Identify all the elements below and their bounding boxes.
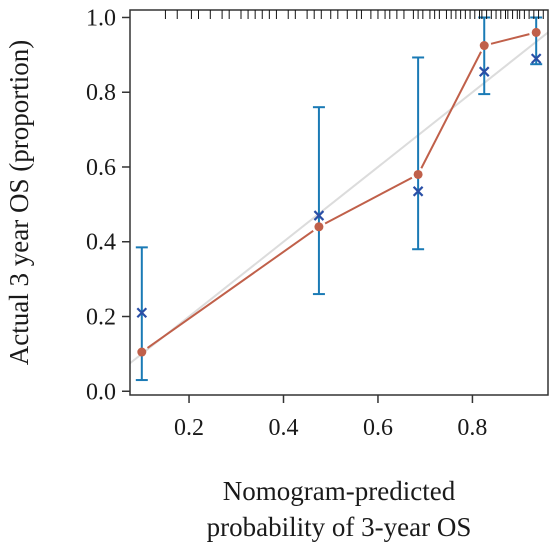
y-tick-label: 0.0 [86, 379, 116, 405]
plot-frame [129, 9, 549, 396]
observed-line-segment [324, 176, 413, 225]
y-axis-title: Actual 3 year OS (proportion) [4, 40, 34, 365]
y-tick-label: 0.4 [86, 230, 116, 256]
error-bar-group [530, 16, 543, 66]
error-bar-group [412, 56, 425, 251]
x-marker [313, 210, 325, 221]
ideal-reference-line [129, 31, 549, 365]
y-axis: 0.0 0.2 0.4 0.6 0.8 1.0 [86, 5, 130, 405]
x-marker [530, 53, 542, 64]
x-tick-label: 0.4 [269, 415, 299, 441]
x-axis: 0.2 0.4 0.6 0.8 [174, 395, 487, 441]
x-tick-label: 0.6 [363, 415, 393, 441]
x-axis-title-line-1: Nomogram-predicted [223, 476, 456, 506]
observed-line-segment [490, 33, 530, 45]
error-bar-group [312, 106, 325, 296]
x-axis-title-line-2: probability of 3-year OS [207, 512, 472, 542]
observed-line-segment [146, 230, 314, 349]
error-bar-group [478, 16, 491, 96]
y-tick-label: 0.2 [86, 305, 116, 331]
observed-point [314, 222, 324, 232]
rug-marks [164, 10, 544, 19]
observed-point [479, 41, 489, 51]
x-marker [478, 66, 490, 77]
y-tick-label: 0.6 [86, 155, 116, 181]
x-marker [136, 307, 148, 319]
plot-area [129, 16, 549, 382]
observed-point [137, 347, 147, 357]
observed-point [531, 27, 541, 37]
observed-line-segment [420, 51, 482, 169]
x-tick-label: 0.2 [174, 415, 204, 441]
y-tick-label: 1.0 [86, 5, 116, 31]
x-tick-label: 0.8 [457, 415, 487, 441]
error-bar-group [135, 246, 148, 382]
y-tick-label: 0.8 [86, 80, 116, 106]
x-marker [412, 186, 424, 197]
observed-point [413, 169, 423, 179]
